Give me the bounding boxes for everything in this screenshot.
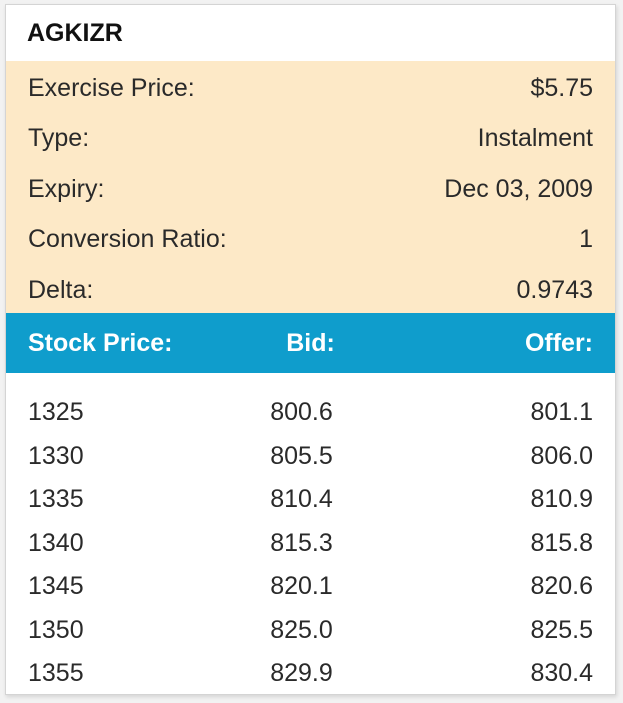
header-bid: Bid: (286, 328, 335, 357)
cell-offer: 815.8 (530, 528, 593, 557)
cell-stock-price: 1335 (28, 485, 84, 514)
cell-bid: 829.9 (270, 659, 333, 688)
info-label: Delta: (28, 275, 94, 304)
cell-stock-price: 1350 (28, 615, 84, 644)
info-row-expiry: Expiry: Dec 03, 2009 (28, 164, 593, 215)
cell-bid: 800.6 (270, 398, 333, 427)
cell-bid: 820.1 (270, 572, 333, 601)
cell-offer: 820.6 (530, 572, 593, 601)
cell-offer: 806.0 (530, 441, 593, 470)
cell-stock-price: 1355 (28, 659, 84, 688)
price-table-body: 1325 800.6 801.1 1330 805.5 806.0 1335 8… (6, 373, 615, 696)
info-value: $5.75 (530, 73, 593, 102)
warrant-info-panel: Exercise Price: $5.75 Type: Instalment E… (6, 61, 615, 313)
info-value: 1 (579, 225, 593, 254)
warrant-code-title: AGKIZR (27, 19, 123, 47)
table-row: 1355 829.9 830.4 (28, 652, 593, 696)
info-value: Instalment (477, 124, 593, 153)
cell-offer: 801.1 (530, 398, 593, 427)
cell-bid: 815.3 (270, 528, 333, 557)
table-row: 1340 815.3 815.8 (28, 522, 593, 566)
cell-bid: 810.4 (270, 485, 333, 514)
table-row: 1330 805.5 806.0 (28, 435, 593, 479)
table-row: 1335 810.4 810.9 (28, 478, 593, 522)
cell-stock-price: 1345 (28, 572, 84, 601)
cell-stock-price: 1325 (28, 398, 84, 427)
warrant-card: AGKIZR Exercise Price: $5.75 Type: Insta… (5, 4, 616, 695)
cell-offer: 810.9 (530, 485, 593, 514)
table-row: 1345 820.1 820.6 (28, 565, 593, 609)
info-row-delta: Delta: 0.9743 (28, 265, 593, 316)
cell-offer: 825.5 (530, 615, 593, 644)
cell-offer: 830.4 (530, 659, 593, 688)
cell-stock-price: 1330 (28, 441, 84, 470)
info-row-type: Type: Instalment (28, 114, 593, 165)
header-offer: Offer: (524, 328, 593, 357)
info-label: Expiry: (28, 174, 105, 203)
info-row-exercise-price: Exercise Price: $5.75 (28, 63, 593, 114)
info-label: Exercise Price: (28, 73, 195, 102)
price-table-header: Stock Price: Bid: Offer: (6, 313, 615, 373)
cell-stock-price: 1340 (28, 528, 84, 557)
info-value: 0.9743 (516, 275, 593, 304)
info-row-conversion-ratio: Conversion Ratio: 1 (28, 215, 593, 266)
info-value: Dec 03, 2009 (444, 174, 593, 203)
header-stock-price: Stock Price: (28, 328, 173, 357)
info-label: Type: (28, 124, 90, 153)
table-row: 1325 800.6 801.1 (28, 391, 593, 435)
cell-bid: 825.0 (270, 615, 333, 644)
table-row: 1350 825.0 825.5 (28, 609, 593, 653)
info-label: Conversion Ratio: (28, 225, 227, 254)
cell-bid: 805.5 (270, 441, 333, 470)
